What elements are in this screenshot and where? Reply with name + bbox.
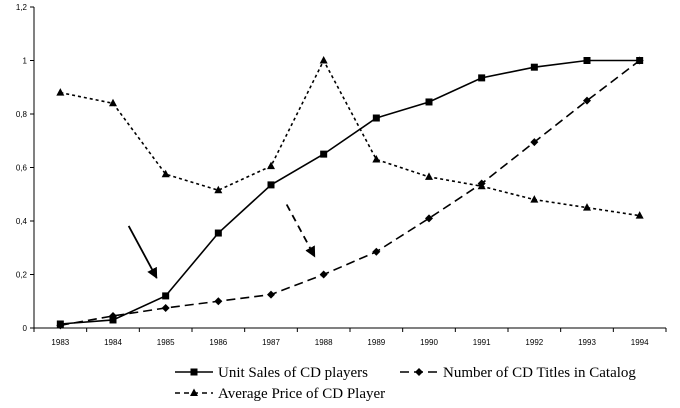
data-point	[530, 138, 539, 147]
annotation-arrow	[285, 204, 316, 258]
data-point	[109, 316, 117, 324]
legend-label: Number of CD Titles in Catalog	[443, 365, 636, 381]
legend-item: Unit Sales of CD players	[175, 365, 368, 381]
x-tick-label: 1992	[525, 338, 543, 347]
data-point	[372, 114, 380, 122]
data-point	[214, 229, 222, 237]
legend-label: Unit Sales of CD players	[218, 365, 368, 381]
data-point	[372, 154, 381, 163]
legend-marker	[415, 368, 423, 376]
series-group	[56, 56, 644, 330]
data-point	[425, 172, 433, 180]
x-tick-label: 1983	[51, 338, 69, 347]
data-point	[583, 57, 591, 64]
legend-item: Average Price of CD Player	[175, 386, 385, 402]
data-point	[162, 292, 170, 300]
data-point	[267, 161, 275, 170]
x-tick-label: 1988	[315, 338, 333, 347]
y-tick-label: 0,8	[16, 110, 28, 119]
data-point	[109, 98, 117, 107]
legend-label: Average Price of CD Player	[218, 386, 385, 402]
data-point	[425, 214, 433, 223]
series-triangle	[56, 56, 644, 219]
data-point	[530, 195, 539, 203]
x-tick-label: 1985	[157, 338, 175, 347]
data-point	[425, 98, 433, 106]
data-point	[214, 185, 223, 194]
x-tick-label: 1991	[473, 338, 491, 347]
data-point	[583, 96, 591, 105]
data-point	[635, 56, 644, 65]
legend: Unit Sales of CD players Number of CD Tit…	[175, 365, 636, 402]
y-tick-label: 0	[23, 324, 28, 333]
x-tick-label: 1993	[578, 338, 596, 347]
x-tick-label: 1986	[209, 338, 227, 347]
data-point	[635, 211, 644, 219]
series-diamond	[56, 56, 644, 330]
data-point	[267, 181, 275, 189]
x-tick-label: 1987	[262, 338, 280, 347]
legend-item: Number of CD Titles in Catalog	[400, 365, 636, 381]
data-point	[478, 74, 486, 82]
data-point	[372, 247, 381, 256]
legend-marker	[190, 388, 198, 396]
series-line	[60, 59, 640, 325]
data-point	[530, 63, 538, 71]
x-tick-label: 1989	[367, 338, 385, 347]
annotations	[127, 204, 316, 279]
x-tick-label: 1990	[420, 338, 438, 347]
data-point	[161, 169, 170, 178]
data-point	[267, 290, 275, 299]
data-point	[56, 321, 65, 330]
y-tick-label: 0,2	[16, 271, 28, 280]
y-tick-label: 1,2	[16, 3, 28, 12]
y-tick-label: 0,6	[16, 164, 28, 173]
data-point	[477, 181, 486, 190]
data-point	[319, 56, 328, 64]
axes: 0 0,2 0,4 0,6 0,8 1 1,2 1983 1984 1985 1986 1987 198…	[16, 3, 667, 347]
x-tick-label: 1984	[104, 338, 122, 347]
series-line	[60, 58, 640, 217]
data-point	[109, 311, 117, 320]
data-point	[319, 270, 328, 279]
series-line	[60, 59, 641, 327]
series-square	[56, 57, 644, 328]
legend-marker	[190, 368, 198, 376]
annotation-arrow	[127, 225, 158, 279]
data-point	[214, 297, 223, 306]
data-point	[320, 150, 328, 158]
data-point	[56, 88, 65, 96]
y-tick-label: 1	[23, 57, 28, 66]
y-tick-label: 0,4	[16, 217, 28, 226]
data-point	[583, 203, 591, 211]
data-point	[161, 303, 170, 312]
x-tick-label: 1994	[631, 338, 649, 347]
